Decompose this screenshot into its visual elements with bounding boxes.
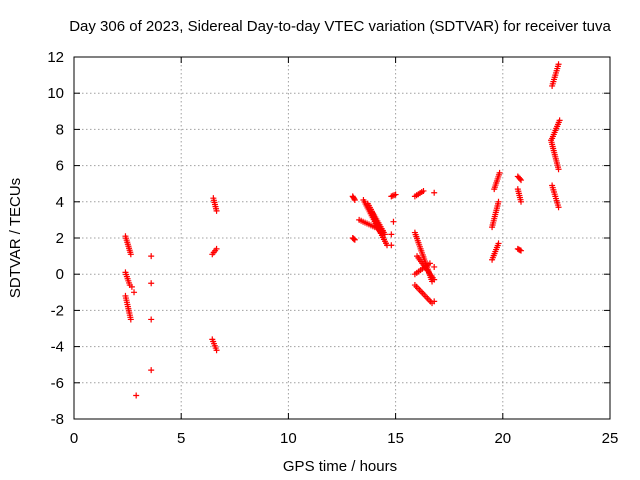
y-tick-label: -8 <box>51 411 64 428</box>
y-tick-label: 12 <box>47 49 64 66</box>
data-point <box>518 177 525 184</box>
data-point <box>426 260 433 267</box>
y-tick-label: 4 <box>56 194 64 211</box>
y-tick-label: 10 <box>47 85 64 102</box>
data-point <box>350 235 357 242</box>
data-point <box>518 247 525 254</box>
y-tick-label: 6 <box>56 158 64 175</box>
data-point <box>496 169 503 176</box>
data-point <box>556 117 563 124</box>
y-tick-label: 2 <box>56 230 64 247</box>
data-point <box>555 166 562 173</box>
y-tick-label: 0 <box>56 266 64 283</box>
data-point <box>516 175 523 182</box>
y-axis-label: SDTVAR / TECUs <box>7 178 24 298</box>
data-point <box>351 236 358 243</box>
data-point <box>495 240 502 247</box>
data-point <box>431 276 438 283</box>
x-tick-label: 20 <box>494 430 511 447</box>
data-point <box>555 61 562 68</box>
data-point <box>431 263 438 270</box>
data-point <box>148 253 155 260</box>
data-point <box>213 347 220 354</box>
data-point <box>377 229 384 236</box>
x-tick-label: 5 <box>177 430 185 447</box>
data-point <box>148 367 155 374</box>
data-point <box>133 392 140 399</box>
data-point <box>351 236 358 243</box>
x-tick-label: 0 <box>70 430 78 447</box>
data-points <box>122 61 563 399</box>
y-tick-label: -4 <box>51 339 64 356</box>
data-point <box>495 198 502 205</box>
data-point <box>431 189 438 196</box>
x-tick-label: 15 <box>387 430 404 447</box>
data-point <box>420 187 427 194</box>
data-point <box>431 298 438 305</box>
data-point <box>555 204 562 211</box>
data-point <box>518 198 525 205</box>
y-tick-label: -2 <box>51 302 64 319</box>
x-tick-label: 10 <box>280 430 297 447</box>
y-tick-label: 8 <box>56 121 64 138</box>
data-point <box>390 218 397 225</box>
data-point <box>388 242 395 249</box>
data-point <box>131 289 138 296</box>
data-point <box>213 207 220 214</box>
data-point <box>381 231 388 238</box>
data-point <box>127 251 134 258</box>
data-point <box>127 316 134 323</box>
data-point <box>148 316 155 323</box>
x-axis-label: GPS time / hours <box>283 458 397 475</box>
y-tick-label: -6 <box>51 375 64 392</box>
data-point <box>128 283 135 290</box>
axis-ticks: 0 5 10 15 20 25 -8 -6 -4 -2 0 2 4 6 8 10 12 <box>47 49 618 447</box>
grid <box>74 57 610 419</box>
data-point <box>392 191 399 198</box>
data-point <box>351 195 358 202</box>
x-tick-label: 25 <box>602 430 619 447</box>
data-point <box>388 231 395 238</box>
data-point <box>389 192 396 199</box>
data-point <box>351 196 358 203</box>
data-point <box>391 192 398 199</box>
data-point <box>213 245 220 252</box>
data-point <box>148 280 155 287</box>
data-point <box>516 247 523 254</box>
chart-title: Day 306 of 2023, Sidereal Day-to-day VTE… <box>69 18 611 35</box>
